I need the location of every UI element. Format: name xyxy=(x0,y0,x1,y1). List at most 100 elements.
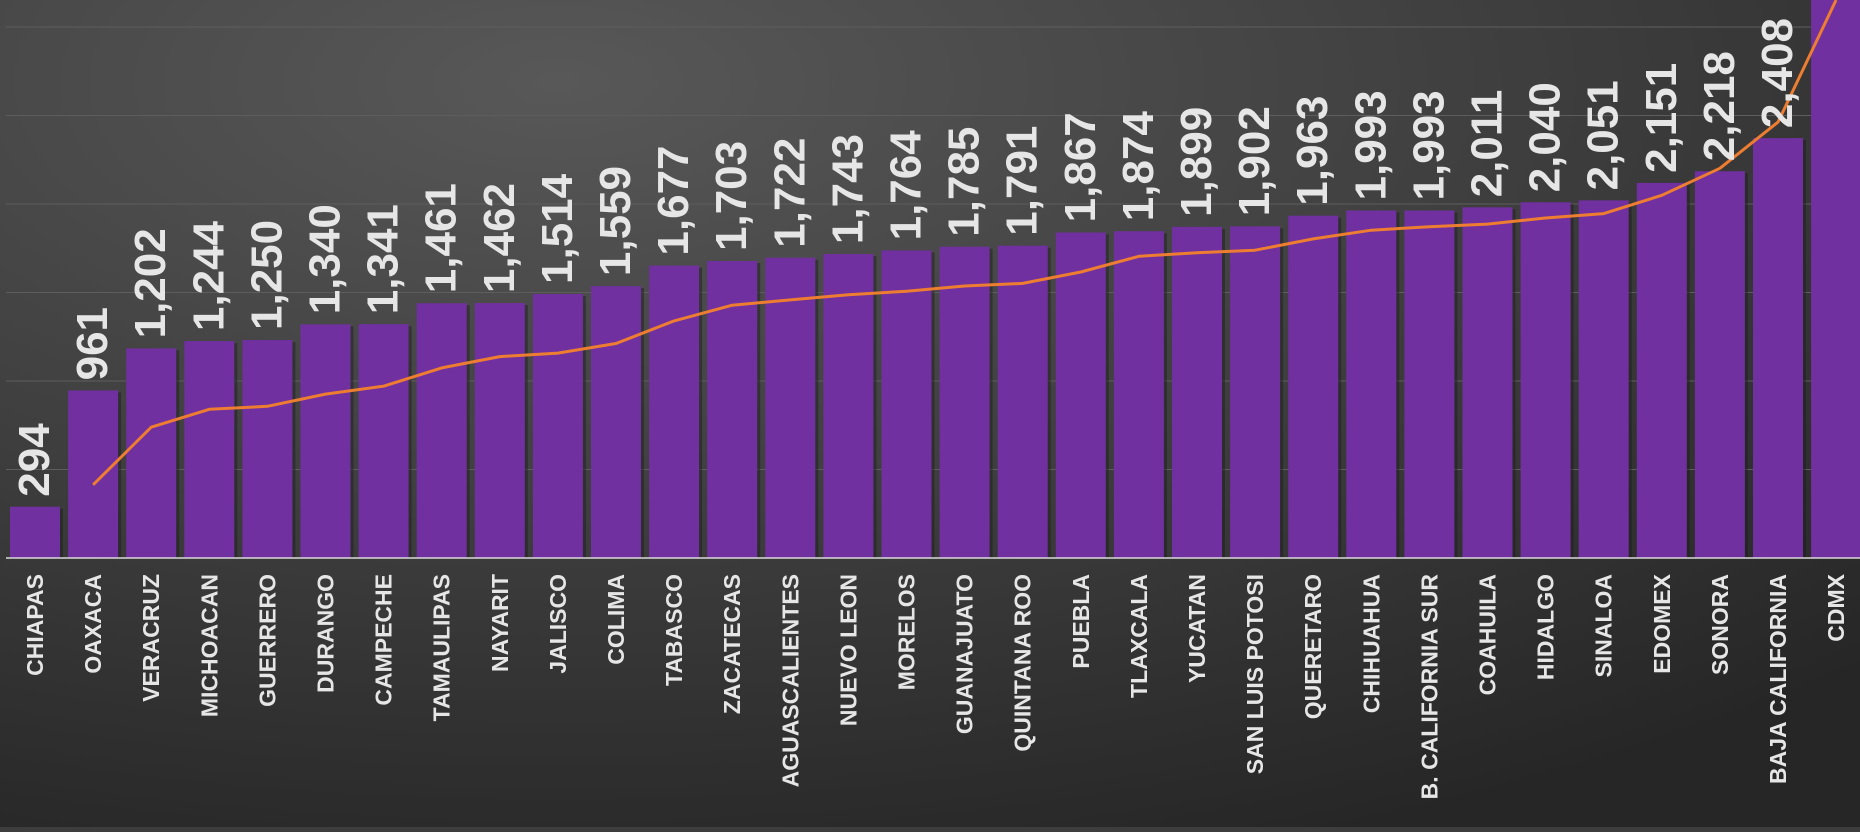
data-label: 1,677 xyxy=(649,145,698,255)
bar xyxy=(184,341,235,558)
bar xyxy=(881,250,932,558)
bar xyxy=(358,324,409,558)
category-label: SONORA xyxy=(1707,574,1733,675)
category-label: MORELOS xyxy=(894,574,920,690)
bar xyxy=(1113,231,1164,558)
bar xyxy=(10,506,60,558)
bar xyxy=(68,390,119,558)
category-label: TABASCO xyxy=(661,574,687,686)
data-label: 1,250 xyxy=(242,220,291,330)
data-label: 2,408 xyxy=(1753,18,1802,128)
category-labels: CHIAPAS OAXACA VERACRUZ MICHOACAN GUERRERO DU… xyxy=(22,573,1849,799)
bar xyxy=(1636,182,1687,558)
data-label: 1,743 xyxy=(823,134,872,244)
category-label: AGUASCALIENTES xyxy=(777,574,803,787)
data-label: 1,202 xyxy=(126,228,175,338)
category-label: TAMAULIPAS xyxy=(429,574,455,721)
category-label: BAJA CALIFORNIA xyxy=(1765,574,1791,784)
trend-line-layer xyxy=(92,0,1838,486)
category-label: YUCATAN xyxy=(1184,574,1210,683)
bar xyxy=(1230,226,1281,558)
bar xyxy=(1288,215,1339,558)
category-label: HIDALGO xyxy=(1533,574,1559,680)
data-label: 1,462 xyxy=(475,183,524,293)
data-label: 2,051 xyxy=(1579,80,1628,190)
bar xyxy=(591,286,641,558)
bar xyxy=(126,348,177,558)
category-label: CAMPECHE xyxy=(371,574,397,706)
trend-line xyxy=(92,0,1838,486)
bar xyxy=(1346,210,1397,558)
bar xyxy=(416,303,467,558)
data-label: 1,764 xyxy=(882,130,931,241)
data-label: 1,514 xyxy=(533,173,582,284)
data-label: 2,151 xyxy=(1637,63,1686,173)
category-label: CDMX xyxy=(1823,573,1849,641)
category-label: GUERRERO xyxy=(254,574,280,707)
bar xyxy=(649,265,700,558)
category-label: SAN LUIS POTOSI xyxy=(1242,574,1268,774)
bar xyxy=(765,257,816,558)
bar xyxy=(997,245,1048,558)
data-label: 1,899 xyxy=(1172,107,1221,217)
bar xyxy=(823,254,874,558)
category-label: VERACRUZ xyxy=(138,574,164,702)
data-label: 1,867 xyxy=(1056,112,1105,222)
data-label: 1,993 xyxy=(1404,90,1453,200)
category-label: ZACATECAS xyxy=(719,574,745,714)
data-label: 2,218 xyxy=(1695,51,1744,161)
data-label: 1,341 xyxy=(359,204,408,314)
bar xyxy=(532,293,583,558)
data-label: 294 xyxy=(10,423,59,497)
bars xyxy=(10,0,1860,559)
category-label: CHIAPAS xyxy=(22,574,48,676)
data-label: 1,791 xyxy=(998,126,1047,236)
category-label: CHIHUAHUA xyxy=(1358,574,1384,713)
data-label: 1,902 xyxy=(1230,106,1279,216)
data-label: 1,244 xyxy=(184,220,233,331)
data-label: 1,963 xyxy=(1288,96,1337,206)
bar xyxy=(1055,232,1106,558)
data-label: 2,011 xyxy=(1463,90,1512,198)
bar xyxy=(1753,138,1803,559)
bar xyxy=(242,340,293,558)
category-label: OAXACA xyxy=(80,574,106,674)
data-label: 1,874 xyxy=(1114,111,1163,222)
bar xyxy=(1578,200,1629,558)
category-label: QUERETARO xyxy=(1300,574,1326,719)
category-label: GUANAJUATO xyxy=(952,574,978,734)
data-label: 1,559 xyxy=(591,166,640,276)
category-label: JALISCO xyxy=(545,574,571,674)
bar xyxy=(1811,0,1860,558)
category-label: COLIMA xyxy=(603,574,629,665)
category-label: QUINTANA ROO xyxy=(1010,574,1036,752)
category-label: SINALOA xyxy=(1591,574,1617,678)
bar xyxy=(300,324,351,558)
bar xyxy=(474,303,525,558)
bar xyxy=(1172,226,1222,558)
category-label: COAHUILA xyxy=(1475,574,1501,695)
category-label: NUEVO LEON xyxy=(835,574,861,726)
data-label: 961 xyxy=(68,307,117,380)
category-label: EDOMEX xyxy=(1649,573,1675,673)
category-label: NAYARIT xyxy=(487,574,513,672)
bar xyxy=(1404,210,1455,558)
bar xyxy=(1694,171,1745,558)
data-label: 2,040 xyxy=(1521,82,1570,192)
bar xyxy=(939,246,990,558)
bar xyxy=(1520,202,1571,558)
bar xyxy=(1462,207,1513,558)
data-label: 1,461 xyxy=(417,183,466,293)
data-label: 1,703 xyxy=(707,141,756,251)
category-label: B. CALIFORNIA SUR xyxy=(1416,574,1442,800)
category-label: PUEBLA xyxy=(1068,574,1094,669)
data-label: 1,722 xyxy=(765,138,814,248)
category-label: MICHOACAN xyxy=(196,574,222,717)
category-label: TLAXCALA xyxy=(1126,574,1152,698)
data-label: 1,340 xyxy=(301,204,350,314)
data-label: 1,993 xyxy=(1346,90,1395,200)
category-label: DURANGO xyxy=(313,574,339,693)
